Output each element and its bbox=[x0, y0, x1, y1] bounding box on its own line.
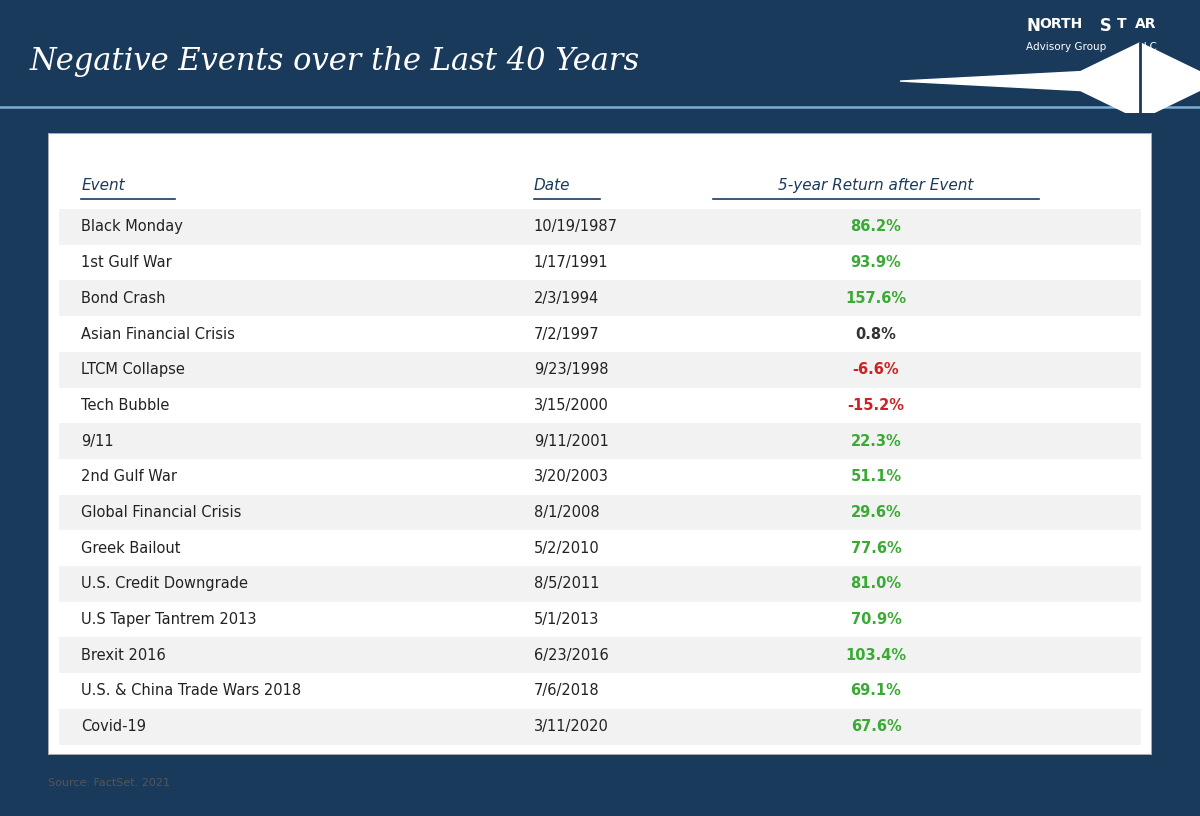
Text: -15.2%: -15.2% bbox=[847, 398, 905, 413]
FancyBboxPatch shape bbox=[59, 601, 1141, 637]
Text: 5/2/2010: 5/2/2010 bbox=[534, 541, 600, 556]
Text: 7/2/1997: 7/2/1997 bbox=[534, 326, 599, 342]
Text: 7/6/2018: 7/6/2018 bbox=[534, 684, 599, 698]
Text: 9/23/1998: 9/23/1998 bbox=[534, 362, 608, 377]
FancyBboxPatch shape bbox=[59, 316, 1141, 352]
Text: U.S. & China Trade Wars 2018: U.S. & China Trade Wars 2018 bbox=[82, 684, 301, 698]
Text: ORTH: ORTH bbox=[1039, 17, 1082, 31]
FancyBboxPatch shape bbox=[59, 209, 1141, 245]
Text: Date: Date bbox=[534, 178, 570, 193]
Text: 8/5/2011: 8/5/2011 bbox=[534, 576, 599, 592]
Text: 69.1%: 69.1% bbox=[851, 684, 901, 698]
Text: 22.3%: 22.3% bbox=[851, 433, 901, 449]
Text: 9/11: 9/11 bbox=[82, 433, 114, 449]
Text: 157.6%: 157.6% bbox=[846, 290, 906, 306]
Text: 3/15/2000: 3/15/2000 bbox=[534, 398, 608, 413]
Text: Brexit 2016: Brexit 2016 bbox=[82, 648, 166, 663]
Text: Global Financial Crisis: Global Financial Crisis bbox=[82, 505, 241, 520]
Text: 5-year Return after Event: 5-year Return after Event bbox=[779, 178, 973, 193]
FancyBboxPatch shape bbox=[59, 281, 1141, 316]
Text: 67.6%: 67.6% bbox=[851, 719, 901, 734]
FancyBboxPatch shape bbox=[59, 673, 1141, 709]
Text: U.S Taper Tantrem 2013: U.S Taper Tantrem 2013 bbox=[82, 612, 257, 627]
FancyBboxPatch shape bbox=[48, 133, 1152, 755]
Text: Asian Financial Crisis: Asian Financial Crisis bbox=[82, 326, 235, 342]
Text: Greek Bailout: Greek Bailout bbox=[82, 541, 181, 556]
Text: 6/23/2016: 6/23/2016 bbox=[534, 648, 608, 663]
FancyBboxPatch shape bbox=[59, 245, 1141, 281]
Text: 93.9%: 93.9% bbox=[851, 255, 901, 270]
Text: -6.6%: -6.6% bbox=[853, 362, 899, 377]
Text: 29.6%: 29.6% bbox=[851, 505, 901, 520]
Text: Event: Event bbox=[82, 178, 125, 193]
Text: 86.2%: 86.2% bbox=[851, 220, 901, 234]
Text: 70.9%: 70.9% bbox=[851, 612, 901, 627]
Text: 9/11/2001: 9/11/2001 bbox=[534, 433, 608, 449]
Text: 10/19/1987: 10/19/1987 bbox=[534, 220, 618, 234]
Text: 8/1/2008: 8/1/2008 bbox=[534, 505, 599, 520]
FancyBboxPatch shape bbox=[59, 709, 1141, 744]
Text: Source: FactSet. 2021: Source: FactSet. 2021 bbox=[48, 778, 170, 788]
FancyBboxPatch shape bbox=[59, 388, 1141, 424]
Text: S: S bbox=[1094, 17, 1112, 35]
FancyBboxPatch shape bbox=[59, 637, 1141, 673]
Text: Black Monday: Black Monday bbox=[82, 220, 182, 234]
Text: Tech Bubble: Tech Bubble bbox=[82, 398, 169, 413]
Text: 51.1%: 51.1% bbox=[851, 469, 901, 484]
Text: Negative Events over the Last 40 Years: Negative Events over the Last 40 Years bbox=[30, 47, 640, 78]
Text: 1st Gulf War: 1st Gulf War bbox=[82, 255, 172, 270]
Text: U.S. Credit Downgrade: U.S. Credit Downgrade bbox=[82, 576, 248, 592]
FancyBboxPatch shape bbox=[59, 566, 1141, 601]
Text: 3/20/2003: 3/20/2003 bbox=[534, 469, 608, 484]
Polygon shape bbox=[900, 42, 1200, 119]
Text: 1/17/1991: 1/17/1991 bbox=[534, 255, 608, 270]
FancyBboxPatch shape bbox=[59, 352, 1141, 388]
Text: 103.4%: 103.4% bbox=[846, 648, 906, 663]
Text: 0.8%: 0.8% bbox=[856, 326, 896, 342]
FancyBboxPatch shape bbox=[59, 424, 1141, 459]
Text: 2/3/1994: 2/3/1994 bbox=[534, 290, 599, 306]
Text: 81.0%: 81.0% bbox=[851, 576, 901, 592]
Text: T: T bbox=[1117, 17, 1127, 31]
FancyBboxPatch shape bbox=[59, 459, 1141, 494]
Text: Advisory Group: Advisory Group bbox=[1026, 42, 1106, 51]
Text: 77.6%: 77.6% bbox=[851, 541, 901, 556]
FancyBboxPatch shape bbox=[59, 530, 1141, 566]
Text: N: N bbox=[1026, 17, 1040, 35]
Text: Covid-19: Covid-19 bbox=[82, 719, 146, 734]
Text: LTCM Collapse: LTCM Collapse bbox=[82, 362, 185, 377]
Text: Bond Crash: Bond Crash bbox=[82, 290, 166, 306]
Text: 5/1/2013: 5/1/2013 bbox=[534, 612, 599, 627]
FancyBboxPatch shape bbox=[59, 494, 1141, 530]
Text: LLC: LLC bbox=[1138, 42, 1157, 51]
Text: AR: AR bbox=[1135, 17, 1157, 31]
Text: 3/11/2020: 3/11/2020 bbox=[534, 719, 608, 734]
Text: 2nd Gulf War: 2nd Gulf War bbox=[82, 469, 178, 484]
